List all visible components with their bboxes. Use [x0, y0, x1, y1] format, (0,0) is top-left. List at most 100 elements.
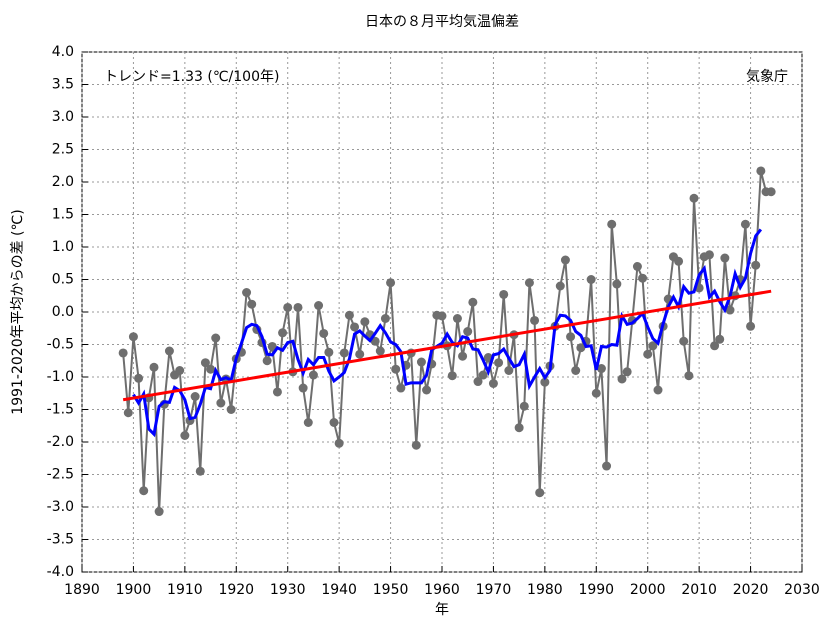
data-point [134, 373, 144, 383]
x-tick-label: 1910 [167, 582, 203, 598]
data-point [416, 357, 426, 367]
data-point [128, 332, 138, 342]
data-point [411, 440, 421, 450]
data-point [216, 398, 226, 408]
data-point [139, 486, 149, 496]
y-tick-label: 4.0 [52, 44, 74, 60]
data-point [380, 314, 390, 323]
data-point [386, 278, 396, 288]
y-axis-label: 1991-2020年平均からの差 (℃) [10, 209, 26, 414]
data-point [339, 348, 349, 358]
x-tick-label: 1930 [270, 582, 306, 598]
data-point [164, 346, 174, 356]
data-point [437, 311, 447, 321]
data-point [200, 358, 210, 368]
data-point [329, 418, 339, 427]
data-point [720, 253, 730, 263]
data-point [679, 336, 689, 346]
data-point [447, 371, 457, 381]
y-tick-label: -0.5 [47, 337, 74, 353]
data-point [319, 328, 329, 338]
data-point [540, 377, 550, 387]
data-point [653, 385, 663, 395]
x-tick-label: 1960 [424, 582, 460, 598]
data-point [262, 356, 272, 366]
x-tick-label: 1890 [64, 582, 100, 598]
data-point [324, 347, 334, 357]
y-tick-label: -2.0 [47, 434, 74, 450]
y-tick-label: 2.0 [52, 174, 74, 190]
data-point [576, 343, 586, 353]
data-point [725, 305, 735, 315]
data-point [622, 367, 632, 377]
data-point [612, 279, 622, 289]
data-point [272, 387, 282, 397]
data-point [596, 364, 606, 374]
x-tick-label: 1900 [116, 582, 152, 598]
data-point [704, 250, 714, 260]
data-point [468, 297, 478, 307]
data-point [684, 371, 694, 381]
data-point [458, 351, 468, 361]
data-point [591, 388, 601, 398]
data-point [494, 358, 504, 368]
y-tick-label: -1.5 [47, 402, 74, 418]
data-point [674, 256, 684, 266]
y-tick-label: 3.5 [52, 77, 74, 93]
data-point [350, 322, 360, 332]
data-point [519, 401, 529, 411]
trend-annotation: トレンド=1.33 (℃/100年) [104, 69, 279, 85]
x-tick-label: 2020 [733, 582, 769, 598]
x-tick-label: 1970 [476, 582, 512, 598]
data-point [334, 438, 344, 448]
data-point [283, 302, 293, 312]
data-point [293, 302, 303, 312]
data-point [355, 349, 365, 359]
x-tick-label: 2010 [681, 582, 717, 598]
y-tick-label: 3.0 [52, 109, 74, 125]
data-point [308, 370, 318, 380]
data-point [226, 405, 236, 414]
data-point [499, 289, 509, 299]
data-point [535, 488, 545, 498]
x-tick-label: 1990 [578, 582, 614, 598]
chart-title: 日本の８月平均気温偏差 [365, 14, 519, 30]
data-point [715, 334, 725, 344]
x-tick-label: 1950 [373, 582, 409, 598]
x-tick-label: 1920 [218, 582, 254, 598]
x-tick-label: 2030 [784, 582, 820, 598]
data-point [422, 385, 432, 395]
y-tick-label: -3.5 [47, 532, 74, 548]
y-tick-label: -3.0 [47, 499, 74, 515]
series-line [122, 170, 772, 512]
x-tick-label: 2000 [630, 582, 666, 598]
data-point [756, 166, 766, 176]
data-point [118, 348, 128, 358]
data-point [396, 383, 406, 393]
data-point [689, 193, 699, 203]
data-point [530, 315, 540, 325]
data-point [391, 364, 401, 374]
data-point [360, 317, 370, 327]
data-point [710, 341, 720, 351]
data-point [504, 366, 514, 375]
data-point [617, 374, 627, 384]
data-point [278, 328, 288, 338]
data-point [190, 392, 200, 401]
y-tick-label: 1.5 [52, 207, 74, 223]
y-tick-label: 2.5 [52, 142, 74, 158]
data-point [524, 278, 534, 288]
data-point [123, 408, 133, 418]
data-point [180, 431, 190, 440]
data-point [298, 383, 308, 393]
data-point [247, 299, 257, 309]
data-point [195, 466, 205, 476]
data-point [560, 255, 570, 265]
data-point [586, 275, 596, 284]
x-axis-label: 年 [435, 602, 449, 618]
data-point [211, 333, 221, 343]
data-point [740, 219, 750, 229]
y-tick-label: -4.0 [47, 564, 74, 580]
y-tick-label: 0.0 [52, 304, 74, 320]
